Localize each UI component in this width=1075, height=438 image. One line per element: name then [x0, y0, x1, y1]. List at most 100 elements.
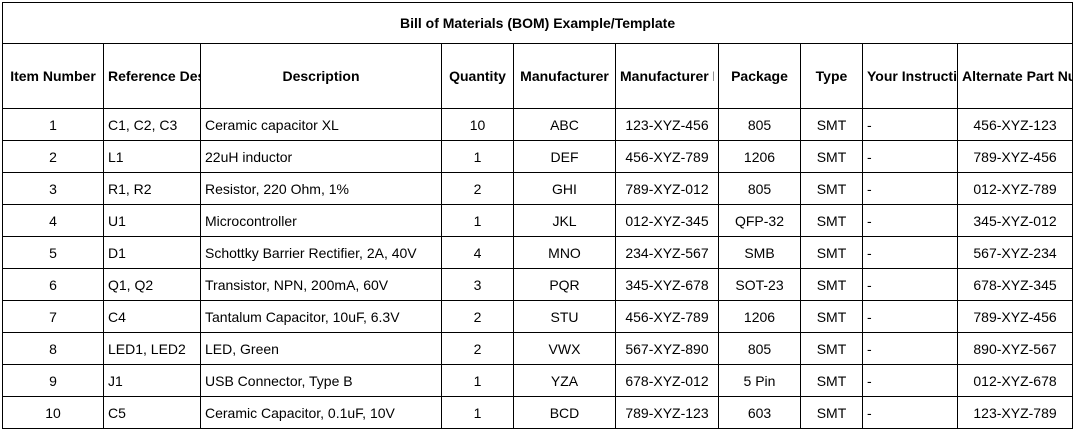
cell-your-instructions[interactable]: - [862, 204, 958, 237]
cell-item-number[interactable]: 3 [2, 172, 104, 205]
cell-item-number[interactable]: 6 [2, 268, 104, 301]
cell-item-number[interactable]: 4 [2, 204, 104, 237]
header-manufacturer[interactable]: Manufacturer [513, 43, 616, 109]
cell-package[interactable]: 805 [718, 108, 801, 141]
cell-manufacturer-part-number[interactable]: 456-XYZ-789 [615, 140, 719, 173]
cell-manufacturer-part-number[interactable]: 123-XYZ-456 [615, 108, 719, 141]
cell-type[interactable]: SMT [800, 300, 863, 333]
cell-package[interactable]: 805 [718, 332, 801, 365]
cell-your-instructions[interactable]: - [862, 396, 958, 429]
cell-reference-designator[interactable]: Q1, Q2 [103, 268, 201, 301]
cell-reference-designator[interactable]: C4 [103, 300, 201, 333]
cell-manufacturer-part-number[interactable]: 456-XYZ-789 [615, 300, 719, 333]
cell-quantity[interactable]: 1 [441, 204, 514, 237]
cell-item-number[interactable]: 9 [2, 364, 104, 397]
cell-item-number[interactable]: 2 [2, 140, 104, 173]
cell-alternate-part-number[interactable]: 345-XYZ-012 [956, 204, 1074, 237]
cell-your-instructions[interactable]: - [862, 172, 958, 205]
cell-package[interactable]: 5 Pin [718, 364, 801, 397]
cell-quantity[interactable]: 3 [441, 268, 514, 301]
cell-description[interactable]: USB Connector, Type B [200, 364, 442, 397]
cell-alternate-part-number[interactable]: 678-XYZ-345 [956, 268, 1074, 301]
cell-package[interactable]: SMB [718, 236, 801, 269]
cell-description[interactable]: 22uH inductor [200, 140, 442, 173]
cell-type[interactable]: SMT [800, 140, 863, 173]
cell-type[interactable]: SMT [800, 396, 863, 429]
cell-description[interactable]: Ceramic capacitor XL [200, 108, 442, 141]
cell-manufacturer-part-number[interactable]: 678-XYZ-012 [615, 364, 719, 397]
cell-your-instructions[interactable]: - [862, 332, 958, 365]
cell-reference-designator[interactable]: LED1, LED2 [103, 332, 201, 365]
cell-your-instructions[interactable]: - [862, 300, 958, 333]
cell-manufacturer[interactable]: VWX [513, 332, 616, 365]
cell-quantity[interactable]: 1 [441, 396, 514, 429]
header-reference-designator[interactable]: Reference Designator [103, 43, 201, 109]
cell-your-instructions[interactable]: - [862, 236, 958, 269]
cell-type[interactable]: SMT [800, 332, 863, 365]
header-your-instructions[interactable]: Your Instructions [862, 43, 958, 109]
cell-manufacturer[interactable]: MNO [513, 236, 616, 269]
cell-item-number[interactable]: 7 [2, 300, 104, 333]
cell-quantity[interactable]: 4 [441, 236, 514, 269]
cell-description[interactable]: Resistor, 220 Ohm, 1% [200, 172, 442, 205]
cell-manufacturer[interactable]: DEF [513, 140, 616, 173]
cell-alternate-part-number[interactable]: 012-XYZ-678 [956, 364, 1074, 397]
cell-quantity[interactable]: 2 [441, 332, 514, 365]
header-package[interactable]: Package [718, 43, 801, 109]
cell-type[interactable]: SMT [800, 108, 863, 141]
cell-description[interactable]: Schottky Barrier Rectifier, 2A, 40V [200, 236, 442, 269]
cell-item-number[interactable]: 8 [2, 332, 104, 365]
cell-package[interactable]: 1206 [718, 140, 801, 173]
cell-reference-designator[interactable]: L1 [103, 140, 201, 173]
cell-package[interactable]: SOT-23 [718, 268, 801, 301]
cell-reference-designator[interactable]: R1, R2 [103, 172, 201, 205]
cell-manufacturer-part-number[interactable]: 567-XYZ-890 [615, 332, 719, 365]
cell-alternate-part-number[interactable]: 456-XYZ-123 [956, 108, 1074, 141]
cell-item-number[interactable]: 10 [2, 396, 104, 429]
cell-item-number[interactable]: 1 [2, 108, 104, 141]
header-manufacturer-part-number[interactable]: Manufacturer Part Number (Mfg. P/N) [615, 43, 719, 109]
cell-manufacturer-part-number[interactable]: 345-XYZ-678 [615, 268, 719, 301]
cell-type[interactable]: SMT [800, 204, 863, 237]
cell-quantity[interactable]: 2 [441, 172, 514, 205]
cell-package[interactable]: QFP-32 [718, 204, 801, 237]
cell-reference-designator[interactable]: U1 [103, 204, 201, 237]
cell-quantity[interactable]: 1 [441, 140, 514, 173]
cell-manufacturer[interactable]: PQR [513, 268, 616, 301]
cell-your-instructions[interactable]: - [862, 268, 958, 301]
cell-alternate-part-number[interactable]: 789-XYZ-456 [956, 140, 1074, 173]
table-title[interactable]: Bill of Materials (BOM) Example/Template [1, 2, 1074, 44]
cell-manufacturer-part-number[interactable]: 789-XYZ-123 [615, 396, 719, 429]
cell-reference-designator[interactable]: C1, C2, C3 [103, 108, 201, 141]
cell-package[interactable]: 603 [718, 396, 801, 429]
cell-description[interactable]: LED, Green [200, 332, 442, 365]
cell-alternate-part-number[interactable]: 123-XYZ-789 [956, 396, 1074, 429]
cell-manufacturer[interactable]: ABC [513, 108, 616, 141]
cell-quantity[interactable]: 2 [441, 300, 514, 333]
cell-description[interactable]: Ceramic Capacitor, 0.1uF, 10V [200, 396, 442, 429]
cell-alternate-part-number[interactable]: 789-XYZ-456 [956, 300, 1074, 333]
header-item-number[interactable]: Item Number [2, 43, 104, 109]
header-quantity[interactable]: Quantity [441, 43, 514, 109]
cell-manufacturer[interactable]: YZA [513, 364, 616, 397]
cell-manufacturer[interactable]: GHI [513, 172, 616, 205]
cell-manufacturer-part-number[interactable]: 012-XYZ-345 [615, 204, 719, 237]
header-type[interactable]: Type [800, 43, 863, 109]
cell-description[interactable]: Transistor, NPN, 200mA, 60V [200, 268, 442, 301]
cell-manufacturer[interactable]: JKL [513, 204, 616, 237]
cell-manufacturer-part-number[interactable]: 234-XYZ-567 [615, 236, 719, 269]
cell-your-instructions[interactable]: - [862, 108, 958, 141]
cell-description[interactable]: Tantalum Capacitor, 10uF, 6.3V [200, 300, 442, 333]
cell-reference-designator[interactable]: C5 [103, 396, 201, 429]
cell-type[interactable]: SMT [800, 236, 863, 269]
cell-description[interactable]: Microcontroller [200, 204, 442, 237]
cell-alternate-part-number[interactable]: 890-XYZ-567 [956, 332, 1074, 365]
cell-alternate-part-number[interactable]: 012-XYZ-789 [956, 172, 1074, 205]
cell-manufacturer[interactable]: BCD [513, 396, 616, 429]
cell-quantity[interactable]: 10 [441, 108, 514, 141]
header-alternate-part-numbers[interactable]: Alternate Part Numbers [956, 43, 1074, 109]
cell-your-instructions[interactable]: - [862, 364, 958, 397]
cell-reference-designator[interactable]: D1 [103, 236, 201, 269]
cell-your-instructions[interactable]: - [862, 140, 958, 173]
cell-quantity[interactable]: 1 [441, 364, 514, 397]
